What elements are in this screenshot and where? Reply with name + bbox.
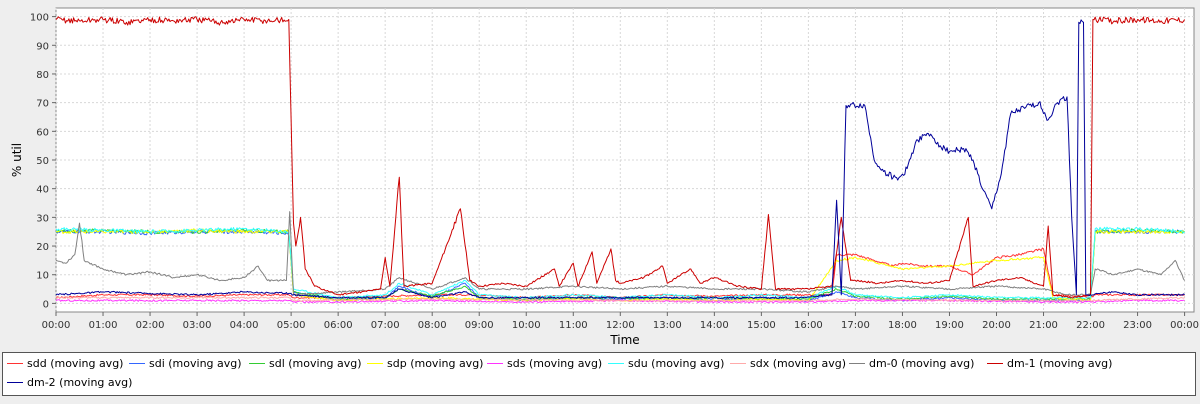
y-tick-label: 30 xyxy=(36,213,49,224)
y-axis-label: % util xyxy=(10,143,24,177)
x-tick-label: 16:00 xyxy=(794,320,823,331)
chart-legend: sdd (moving avg) sdi (moving avg) sdl (mov… xyxy=(2,352,1196,396)
x-tick-label: 07:00 xyxy=(371,320,400,331)
legend-label: sdd (moving avg) xyxy=(27,357,124,370)
x-tick-label: 23:00 xyxy=(1123,320,1152,331)
legend-item: dm-0 (moving avg) xyxy=(849,356,974,372)
x-tick-label: 00:00 xyxy=(42,320,71,331)
x-axis-label: Time xyxy=(609,333,639,347)
legend-swatch xyxy=(7,362,23,364)
x-tick-label: 01:00 xyxy=(89,320,118,331)
series-line-dm-0 xyxy=(55,211,1186,296)
x-tick-label: 20:00 xyxy=(982,320,1011,331)
legend-label: sdl (moving avg) xyxy=(269,357,362,370)
legend-item: sdx (moving avg) xyxy=(730,356,846,372)
y-tick-label: 10 xyxy=(36,271,49,282)
x-tick-label: 22:00 xyxy=(1076,320,1105,331)
x-tick-label: 00:00 xyxy=(1170,320,1199,331)
legend-swatch xyxy=(129,362,145,364)
legend-label: sdp (moving avg) xyxy=(387,357,484,370)
y-tick-label: 40 xyxy=(36,185,49,196)
y-tick-label: 100 xyxy=(30,13,49,24)
x-tick-label: 17:00 xyxy=(841,320,870,331)
x-tick-label: 18:00 xyxy=(888,320,917,331)
x-tick-label: 15:00 xyxy=(747,320,776,331)
x-tick-label: 12:00 xyxy=(606,320,635,331)
legend-label: sdu (moving avg) xyxy=(628,357,725,370)
legend-swatch xyxy=(608,362,624,364)
legend-swatch xyxy=(487,362,503,364)
legend-swatch xyxy=(367,362,383,364)
x-tick-label: 04:00 xyxy=(230,320,259,331)
grid-layer xyxy=(55,8,1194,312)
y-tick-label: 90 xyxy=(36,41,49,52)
x-tick-label: 11:00 xyxy=(559,320,588,331)
legend-label: sdx (moving avg) xyxy=(750,357,846,370)
x-tick-label: 14:00 xyxy=(700,320,729,331)
legend-item: sdu (moving avg) xyxy=(608,356,724,372)
x-tick-label: 19:00 xyxy=(935,320,964,331)
legend-swatch xyxy=(249,362,265,364)
series-line-dm-1 xyxy=(55,16,1186,299)
legend-item: sdd (moving avg) xyxy=(7,356,123,372)
x-tick-label: 13:00 xyxy=(653,320,682,331)
x-tick-label: 08:00 xyxy=(418,320,447,331)
y-tick-label: 50 xyxy=(36,156,49,167)
legend-swatch xyxy=(849,362,865,364)
legend-label: dm-0 (moving avg) xyxy=(869,357,975,370)
legend-label: dm-1 (moving avg) xyxy=(1007,357,1113,370)
series-line-dm-2 xyxy=(55,19,1185,299)
legend-swatch xyxy=(730,362,746,364)
legend-item: dm-2 (moving avg) xyxy=(7,375,132,391)
series-line-sdx xyxy=(55,296,1185,302)
x-tick-label: 03:00 xyxy=(183,320,212,331)
legend-label: sds (moving avg) xyxy=(507,357,603,370)
legend-item: dm-1 (moving avg) xyxy=(987,356,1112,372)
legend-swatch xyxy=(7,381,23,383)
legend-item: sdp (moving avg) xyxy=(367,356,483,372)
x-tick-label: 06:00 xyxy=(324,320,353,331)
x-tick-label: 09:00 xyxy=(465,320,494,331)
legend-item: sdl (moving avg) xyxy=(249,356,362,372)
x-tick-label: 05:00 xyxy=(277,320,306,331)
x-tick-label: 21:00 xyxy=(1029,320,1058,331)
legend-item: sds (moving avg) xyxy=(487,356,602,372)
series-layer xyxy=(55,16,1186,304)
x-tick-label: 10:00 xyxy=(512,320,541,331)
x-tick-label: 02:00 xyxy=(136,320,165,331)
legend-label: dm-2 (moving avg) xyxy=(27,376,133,389)
y-tick-label: 20 xyxy=(36,242,49,253)
y-tick-label: 80 xyxy=(36,70,49,81)
legend-item: sdi (moving avg) xyxy=(129,356,242,372)
legend-label: sdi (moving avg) xyxy=(149,357,242,370)
y-tick-label: 70 xyxy=(36,99,49,110)
y-tick-label: 60 xyxy=(36,127,49,138)
y-tick-label: 0 xyxy=(43,299,49,310)
legend-swatch xyxy=(987,362,1003,364)
tick-layer: 0 10 20 30 40 50 60 70 80 90 100 00:00 01:00 02:00 03:… xyxy=(30,13,1199,331)
